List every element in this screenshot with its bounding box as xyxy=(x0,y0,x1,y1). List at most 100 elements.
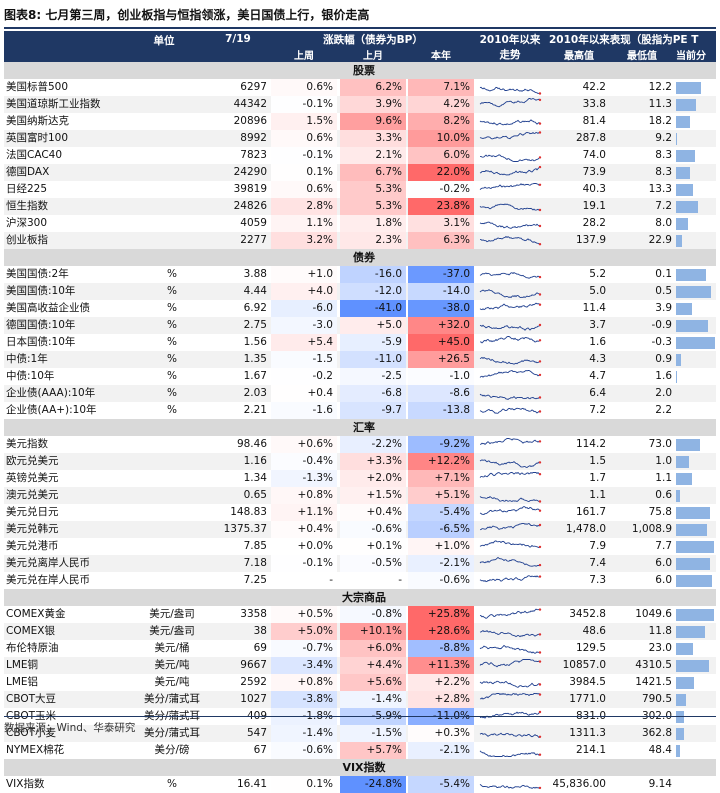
sparkline-path xyxy=(479,556,541,567)
row-change-month: +10.1% xyxy=(340,623,406,640)
section-header: VIX指数 xyxy=(4,759,716,776)
table-row: 日经225 39819 0.6% 5.3% -0.2% 40.3 13.3 xyxy=(4,181,716,198)
row-change-ytd: -37.0 xyxy=(408,266,474,283)
row-change-week: -0.1% xyxy=(271,147,337,164)
row-name: 创业板指 xyxy=(6,234,48,246)
row-name: 美国道琼斯工业指数 xyxy=(6,98,101,110)
sparkline xyxy=(479,471,542,478)
table-row: 日本国债:10年% 1.56 +5.4 -5.9 +45.0 1.6 -0.3 xyxy=(4,334,716,351)
row-change-week: 0.6% xyxy=(271,181,337,198)
header-low: 最低值 xyxy=(627,51,657,62)
row-change-week: -3.8% xyxy=(271,691,337,708)
row-value: 6297 xyxy=(240,81,267,93)
table-row: 澳元兑美元 0.65 +0.8% +1.5% +5.1% 1.1 0.6 xyxy=(4,487,716,504)
sparkline-last-point xyxy=(538,660,542,663)
table-row: 美元兑离岸人民币 7.18 -0.1% -0.5% -2.1% 7.4 6.0 xyxy=(4,555,716,572)
row-change-ytd: -0.2% xyxy=(408,181,474,198)
row-name: COMEX银 xyxy=(6,625,55,637)
row-value: 2277 xyxy=(240,234,267,246)
row-current-percentile-bar xyxy=(676,286,711,298)
row-change-ytd: 4.2% xyxy=(408,96,474,113)
row-high: 40.3 xyxy=(582,183,606,195)
sparkline-path xyxy=(479,183,541,190)
row-current-percentile-bar xyxy=(676,541,714,553)
row-value: 4059 xyxy=(240,217,267,229)
row-current-percentile-bar xyxy=(676,354,681,366)
row-high: 114.2 xyxy=(575,438,606,450)
row-unit: 美元/盎司 xyxy=(149,608,195,620)
table-row: 英国富时100 8992 0.6% 3.3% 10.0% 287.8 9.2 xyxy=(4,130,716,147)
row-low: 8.0 xyxy=(655,217,672,229)
row-change-ytd: +25.8% xyxy=(408,606,474,623)
sparkline-last-point xyxy=(538,122,542,125)
row-high: 28.2 xyxy=(582,217,606,229)
row-current-percentile-bar xyxy=(676,167,690,179)
row-change-ytd: 7.1% xyxy=(408,79,474,96)
row-change-ytd: +5.1% xyxy=(408,487,474,504)
row-name: 澳元兑美元 xyxy=(6,489,59,501)
sparkline-last-point xyxy=(538,224,542,228)
row-current-percentile-bar xyxy=(676,150,695,162)
row-high: 11.4 xyxy=(582,302,606,314)
row-low: 11.3 xyxy=(648,98,672,110)
row-change-ytd: 22.0% xyxy=(408,164,474,181)
row-change-week: -0.4% xyxy=(271,453,337,470)
sparkline xyxy=(479,732,542,739)
row-low: 1.0 xyxy=(655,455,672,467)
sparkline xyxy=(479,221,542,229)
sparkline-path xyxy=(479,302,541,311)
sparkline-last-point xyxy=(538,500,542,503)
row-high: 45,836.00 xyxy=(552,778,606,790)
row-low: 18.2 xyxy=(648,115,672,127)
row-change-month: 3.3% xyxy=(340,130,406,147)
row-change-month: 6.2% xyxy=(340,79,406,96)
row-unit: 美分/蒲式耳 xyxy=(143,727,201,739)
row-change-month: 5.3% xyxy=(340,181,406,198)
sparkline xyxy=(479,272,542,279)
header-month: 上月 xyxy=(363,51,383,62)
sparkline-path xyxy=(479,644,541,654)
sparkline-last-point xyxy=(538,575,542,578)
row-change-ytd: -6.5% xyxy=(408,521,474,538)
row-low: 0.5 xyxy=(655,285,672,297)
row-value: 3.88 xyxy=(243,268,267,280)
row-low: 1049.6 xyxy=(635,608,672,620)
row-change-week: +4.0 xyxy=(271,283,337,300)
table-row: 欧元兑美元 1.16 -0.4% +3.3% +12.2% 1.5 1.0 xyxy=(4,453,716,470)
row-change-ytd: -2.1% xyxy=(408,742,474,759)
row-name: 欧元兑美元 xyxy=(6,455,59,467)
row-low: 6.0 xyxy=(655,557,672,569)
row-unit xyxy=(122,215,222,232)
row-current-percentile-bar xyxy=(676,303,692,315)
row-current-percentile-bar xyxy=(676,371,677,383)
sparkline-last-point xyxy=(538,545,542,549)
row-change-week: -3.0 xyxy=(271,317,337,334)
row-change-week: +0.4% xyxy=(271,521,337,538)
row-value: 69 xyxy=(253,642,267,654)
row-low: 1.6 xyxy=(655,370,672,382)
row-value: 1.67 xyxy=(243,370,267,382)
row-change-month: +0.1% xyxy=(340,538,406,555)
sparkline-path xyxy=(479,750,541,758)
row-name: LME铜 xyxy=(6,659,39,671)
row-unit xyxy=(122,572,222,589)
header-trend-line2: 走势 xyxy=(499,49,521,61)
row-low: 7.7 xyxy=(655,540,672,552)
row-current-percentile-bar xyxy=(676,507,710,519)
table-row: 布伦特原油 美元/桶 69 -0.7% +6.0% -8.8% 129.5 23.0 xyxy=(4,640,716,657)
row-low: 48.4 xyxy=(648,744,672,756)
row-unit xyxy=(122,538,222,555)
row-change-month: 9.6% xyxy=(340,113,406,130)
row-value: 0.65 xyxy=(243,489,267,501)
row-low: 7.2 xyxy=(655,200,672,212)
row-value: 2.75 xyxy=(243,319,267,331)
row-unit xyxy=(122,487,222,504)
sparkline xyxy=(479,203,542,212)
row-change-week: - xyxy=(329,574,333,586)
row-name: 日经225 xyxy=(6,183,48,195)
row-high: 129.5 xyxy=(575,642,606,654)
row-unit: % xyxy=(167,268,177,280)
row-unit xyxy=(122,470,222,487)
header-unit: 单位 xyxy=(153,35,175,47)
table-row: 法国CAC40 7823 -0.1% 2.1% 6.0% 74.0 8.3 xyxy=(4,147,716,164)
